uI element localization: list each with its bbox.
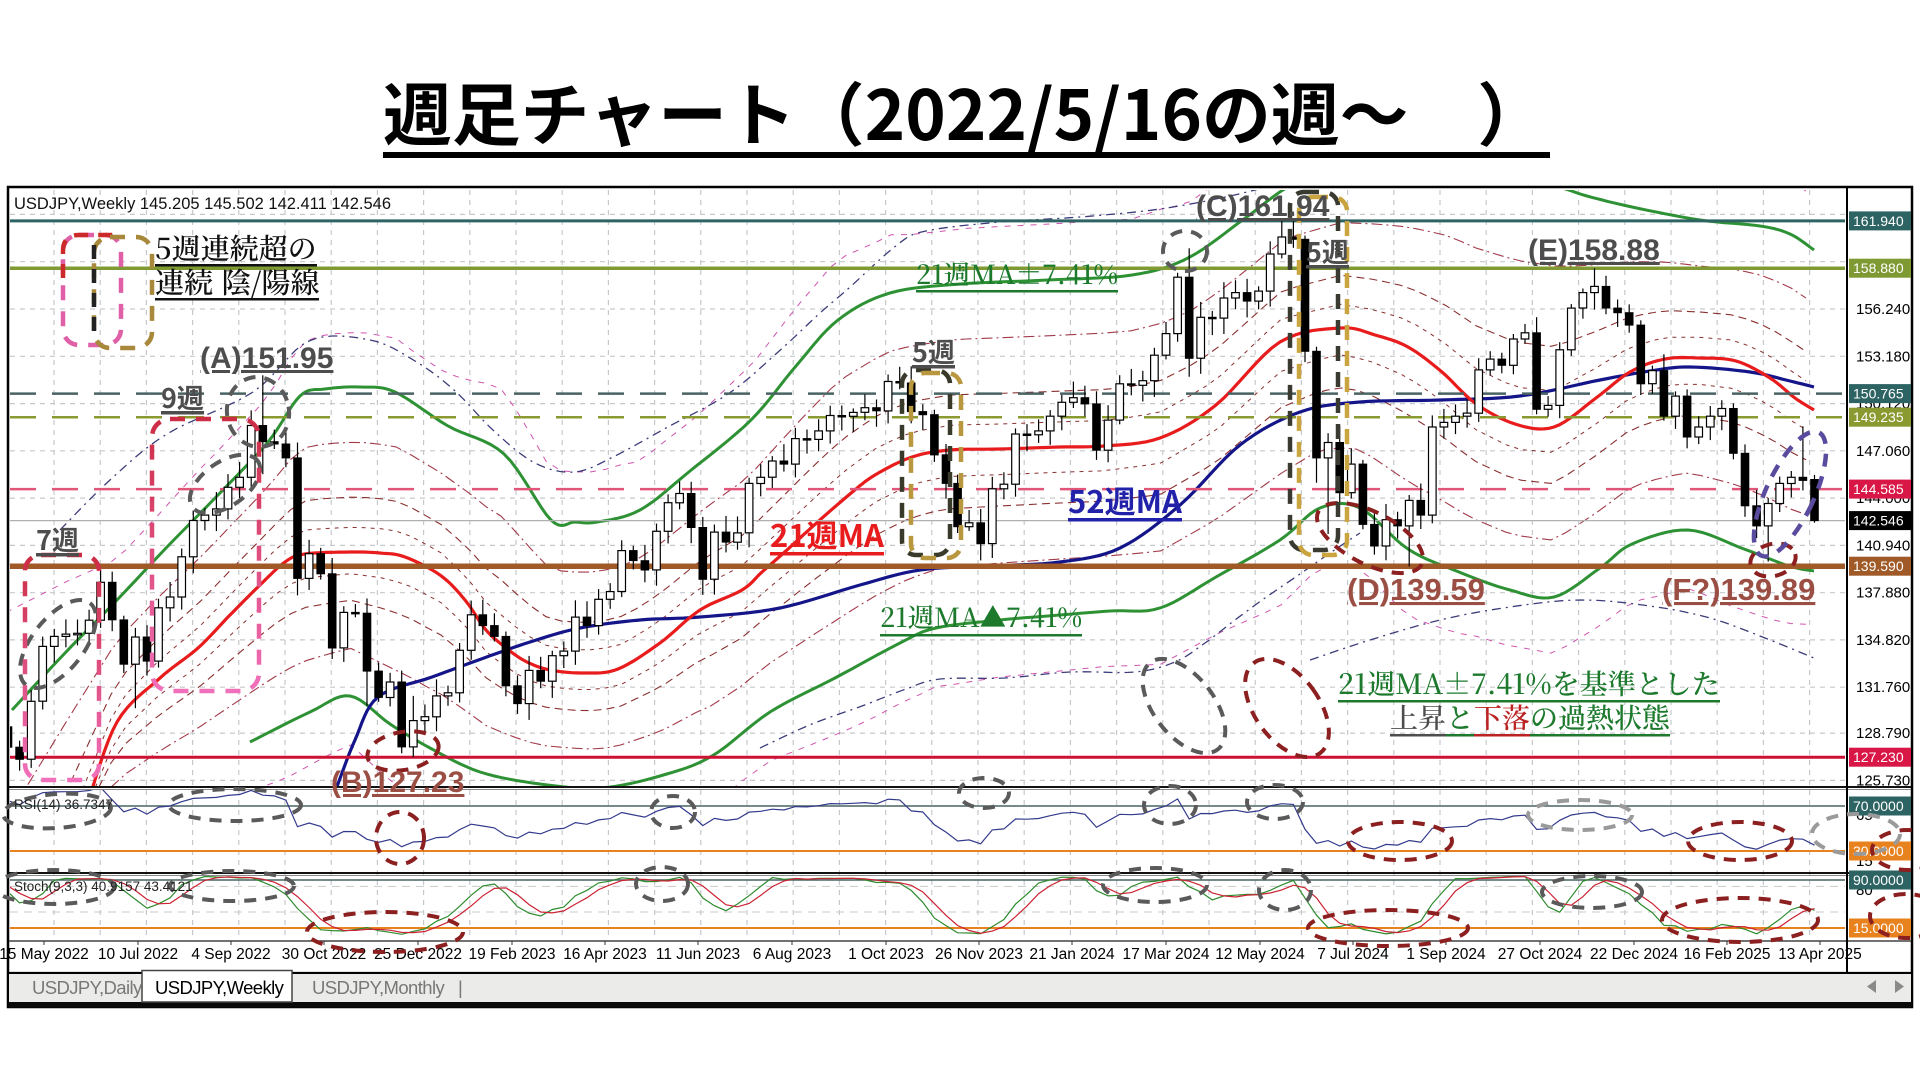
svg-text:(E)158.88: (E)158.88 — [1528, 234, 1660, 267]
svg-text:90.0000: 90.0000 — [1853, 872, 1904, 888]
svg-text:131.760: 131.760 — [1856, 679, 1910, 696]
svg-text:1 Oct 2023: 1 Oct 2023 — [848, 946, 924, 963]
svg-text:153.180: 153.180 — [1856, 348, 1910, 365]
svg-text:USDJPY,Daily: USDJPY,Daily — [32, 977, 143, 998]
svg-text:(A)151.95: (A)151.95 — [200, 342, 333, 375]
svg-text:RSI(14) 36.7347: RSI(14) 36.7347 — [14, 797, 113, 812]
svg-text:(F?)139.89: (F?)139.89 — [1662, 572, 1815, 607]
svg-text:128.790: 128.790 — [1856, 725, 1910, 742]
svg-text:125.730: 125.730 — [1856, 772, 1910, 789]
svg-text:17 Mar 2024: 17 Mar 2024 — [1122, 946, 1209, 963]
svg-text:12 May 2024: 12 May 2024 — [1215, 946, 1305, 963]
svg-text:6 Aug 2023: 6 Aug 2023 — [753, 946, 831, 963]
svg-text:140.940: 140.940 — [1856, 537, 1910, 554]
svg-text:144.585: 144.585 — [1853, 481, 1904, 497]
svg-text:156.240: 156.240 — [1856, 301, 1910, 318]
svg-text:|: | — [458, 977, 462, 998]
svg-text:22 Dec 2024: 22 Dec 2024 — [1590, 946, 1678, 963]
svg-text:13 Apr 2025: 13 Apr 2025 — [1778, 946, 1862, 963]
svg-text:USDJPY,Weekly: USDJPY,Weekly — [155, 977, 285, 998]
svg-text:10 Jul 2022: 10 Jul 2022 — [98, 946, 178, 963]
svg-text:70.0000: 70.0000 — [1853, 798, 1904, 814]
svg-text:27 Oct 2024: 27 Oct 2024 — [1498, 946, 1583, 963]
svg-text:149.235: 149.235 — [1853, 409, 1904, 425]
svg-text:139.590: 139.590 — [1853, 558, 1904, 574]
svg-text:(C)161.94: (C)161.94 — [1196, 190, 1330, 223]
svg-text:Stoch(9,3,3) 40.9157 43.4121: Stoch(9,3,3) 40.9157 43.4121 — [14, 879, 193, 894]
svg-text:26 Nov 2023: 26 Nov 2023 — [935, 946, 1023, 963]
svg-text:1 Sep 2024: 1 Sep 2024 — [1406, 946, 1486, 963]
svg-text:142.546: 142.546 — [1853, 513, 1904, 529]
svg-text:15.0000: 15.0000 — [1853, 920, 1904, 936]
svg-text:137.880: 137.880 — [1856, 585, 1910, 602]
svg-text:158.880: 158.880 — [1853, 260, 1904, 276]
svg-text:15 May 2022: 15 May 2022 — [0, 946, 89, 963]
svg-text:161.940: 161.940 — [1853, 213, 1904, 229]
svg-text:16 Feb 2025: 16 Feb 2025 — [1683, 946, 1770, 963]
svg-text:(B)127.23: (B)127.23 — [331, 766, 464, 799]
svg-text:11 Jun 2023: 11 Jun 2023 — [656, 946, 740, 963]
svg-text:USDJPY,Monthly: USDJPY,Monthly — [312, 977, 445, 998]
svg-text:USDJPY,Weekly 145.205 145.502: USDJPY,Weekly 145.205 145.502 142.411 14… — [14, 195, 391, 213]
svg-text:16 Apr 2023: 16 Apr 2023 — [563, 946, 647, 963]
svg-text:4 Sep 2022: 4 Sep 2022 — [191, 946, 270, 963]
svg-text:19 Feb 2023: 19 Feb 2023 — [468, 946, 555, 963]
svg-text:30 Oct 2022: 30 Oct 2022 — [282, 946, 366, 963]
svg-text:147.060: 147.060 — [1856, 443, 1910, 460]
svg-text:(D)139.59: (D)139.59 — [1347, 572, 1485, 607]
svg-text:134.820: 134.820 — [1856, 632, 1910, 649]
svg-text:127.230: 127.230 — [1853, 749, 1904, 765]
svg-text:21 Jan 2024: 21 Jan 2024 — [1029, 946, 1115, 963]
svg-text:150.765: 150.765 — [1853, 386, 1904, 402]
svg-text:7 Jul 2024: 7 Jul 2024 — [1317, 946, 1389, 963]
